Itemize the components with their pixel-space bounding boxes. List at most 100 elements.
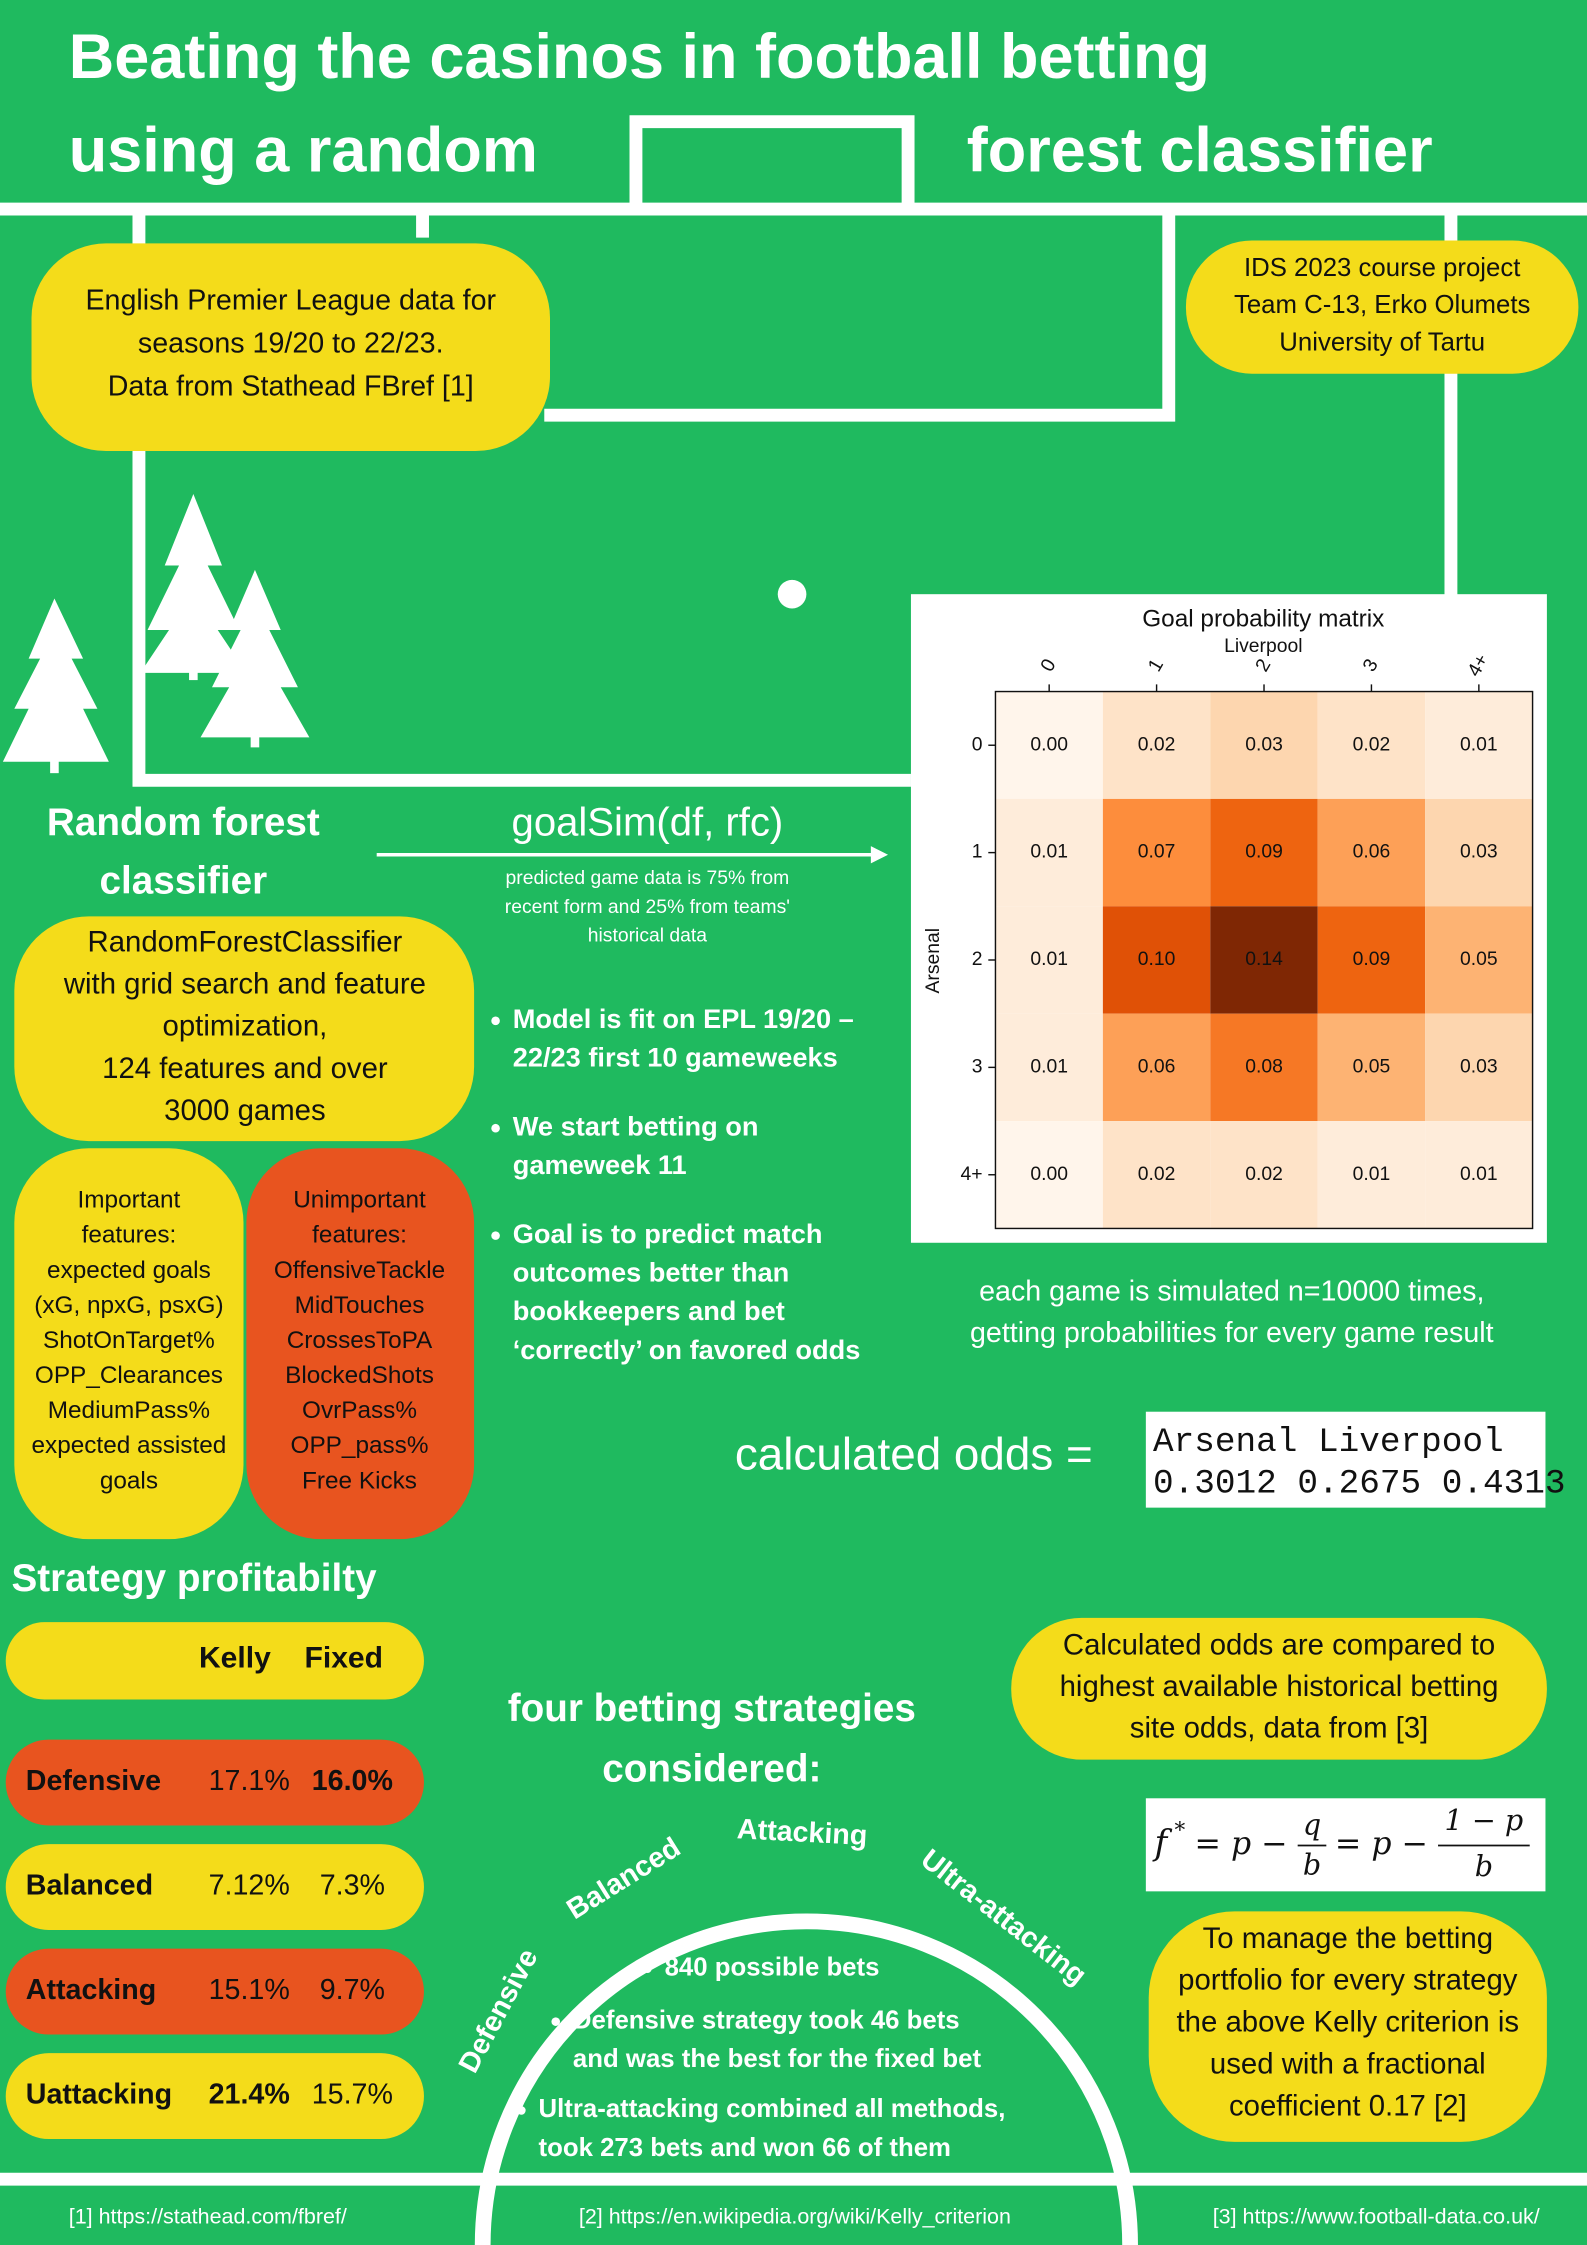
heatmap-cell: [1317, 798, 1426, 907]
cell-label: 0.05: [1353, 1056, 1391, 1077]
cell-label: 0.07: [1138, 842, 1176, 863]
strategy-heading: Strategy profitabilty: [11, 1557, 377, 1600]
heatmap-cell: [1425, 906, 1533, 1014]
cell-label: 0.01: [1030, 1056, 1068, 1077]
heatmap-cell: [1210, 1013, 1318, 1122]
unimportant-feature: BlockedShots: [285, 1362, 434, 1389]
title: using a random: [69, 115, 538, 185]
heatmap-cell: [1425, 798, 1533, 907]
heatmap-cell: [1317, 1121, 1426, 1229]
heatmap-cell: [1210, 691, 1318, 799]
important-feature: MediumPass%: [48, 1397, 210, 1424]
ball: [777, 579, 807, 609]
odds-box: [1145, 1411, 1546, 1508]
important-feature: expected assisted: [32, 1432, 227, 1459]
cell-label: 0.02: [1138, 1164, 1176, 1185]
x-axis-label: Liverpool: [1224, 636, 1302, 657]
cell-label: 0.06: [1138, 1056, 1176, 1077]
table-row-bg: [5, 1844, 424, 1931]
heatmap-cell: [1425, 1121, 1533, 1229]
cell-label: 0.03: [1460, 1056, 1498, 1077]
kelly-value: 17.1%: [209, 1765, 290, 1797]
heatmap-cell: [995, 1121, 1103, 1229]
unimportant-feature: Unimportant: [293, 1187, 426, 1214]
cell-label: 0.06: [1353, 842, 1391, 863]
cell-label: 0.01: [1030, 842, 1068, 863]
kelly-text: To manage the betting: [1203, 1922, 1493, 1955]
rf-box-text: with grid search and feature: [63, 968, 426, 1001]
heatmap-cell: [995, 691, 1103, 799]
data-box-text: Data from Stathead FBref [1]: [108, 371, 474, 403]
kelly-value: 15.1%: [209, 1974, 290, 2006]
project-box-text: IDS 2023 course project: [1244, 254, 1520, 282]
cell-label: 0.03: [1245, 734, 1283, 755]
title: forest classifier: [967, 115, 1433, 185]
four-heading: considered:: [602, 1747, 821, 1790]
heatmap-cell: [1317, 906, 1426, 1014]
compare-text: highest available historical betting: [1060, 1670, 1499, 1703]
fixed-value: 16.0%: [312, 1765, 393, 1797]
cell-label: 0.03: [1460, 842, 1498, 863]
heatmap-cell: [1102, 798, 1211, 907]
fixed-value: 15.7%: [312, 2079, 393, 2111]
arc-bullet-text: took 273 bets and won 66 of them: [539, 2134, 951, 2162]
table-row-bg: [5, 1948, 424, 2035]
strategy-name: Balanced: [26, 1870, 153, 1902]
simulation-text: getting probabilities for every game res…: [970, 1317, 1494, 1349]
arc-bullet-text: 840 possible bets: [665, 1953, 880, 1981]
formula-part: b: [1303, 1848, 1321, 1882]
cell-label: 0.01: [1460, 734, 1498, 755]
arc-bullet-text: Ultra-attacking combined all methods,: [539, 2095, 1006, 2123]
heatmap-cell: [1210, 1121, 1318, 1229]
goalsim-note: recent form and 25% from teams': [505, 897, 790, 918]
project-box-text: Team C-13, Erko Olumets: [1234, 291, 1530, 319]
data-box-text: English Premier League data for: [85, 285, 496, 317]
strategy-name: Attacking: [26, 1974, 156, 2006]
important-feature: OPP_Clearances: [35, 1362, 223, 1389]
unimportant-box: [246, 1148, 475, 1540]
unimportant-feature: Free Kicks: [302, 1467, 417, 1494]
formula-part: = p −: [1335, 1826, 1428, 1862]
compare-box: [1011, 1617, 1547, 1760]
formula-part: = p −: [1195, 1826, 1288, 1862]
bullet-dot: [643, 1964, 652, 1973]
cell-label: 0.01: [1460, 1164, 1498, 1185]
bullet-text: We start betting on: [513, 1110, 759, 1141]
cell-label: 0.01: [1353, 1164, 1391, 1185]
cell-label: 0.02: [1245, 1164, 1283, 1185]
cell-label: 0.09: [1245, 842, 1283, 863]
cell-label: 0.00: [1030, 734, 1068, 755]
table-header: Fixed: [304, 1641, 383, 1674]
kelly-text: portfolio for every strategy: [1178, 1964, 1518, 1997]
unimportant-feature: MidTouches: [295, 1292, 425, 1319]
heatmap-cell: [1102, 906, 1211, 1014]
goalsim-note: historical data: [588, 925, 708, 946]
important-feature: features:: [82, 1222, 177, 1249]
formula-part: *: [1174, 1818, 1185, 1843]
cell-label: 0.02: [1138, 734, 1176, 755]
heatmap-cell: [995, 798, 1103, 907]
cell-label: 0.14: [1245, 949, 1283, 970]
cell-label: 0.10: [1138, 949, 1176, 970]
important-feature: ShotOnTarget%: [43, 1327, 215, 1354]
table-header-bg: [5, 1622, 424, 1700]
odds-header: Arsenal Liverpool: [1153, 1423, 1504, 1462]
y-tick-label: 1: [972, 842, 983, 863]
project-box: [1185, 240, 1579, 374]
heatmap-cell: [1425, 1013, 1533, 1122]
kelly-value: 21.4%: [209, 2079, 290, 2111]
important-feature: Important: [78, 1187, 181, 1214]
y-tick-label: 3: [972, 1056, 983, 1077]
kelly-text: used with a fractional: [1210, 2048, 1486, 2081]
reference: [2] https://en.wikipedia.org/wiki/Kelly_…: [579, 2204, 1011, 2228]
bullet-dot: [517, 2106, 526, 2115]
cell-label: 0.01: [1030, 949, 1068, 970]
odds-row: 0.3012 0.2675 0.4313: [1153, 1464, 1565, 1503]
rf-box-text: 124 features and over: [102, 1052, 388, 1085]
bullet-text: gameweek 11: [513, 1149, 687, 1180]
simulation-text: each game is simulated n=10000 times,: [979, 1275, 1484, 1307]
bullet-dot: [491, 1016, 500, 1026]
table-header: Kelly: [199, 1641, 271, 1674]
bullet-dot: [491, 1231, 500, 1240]
bullet-text: 22/23 first 10 gameweeks: [513, 1042, 838, 1073]
